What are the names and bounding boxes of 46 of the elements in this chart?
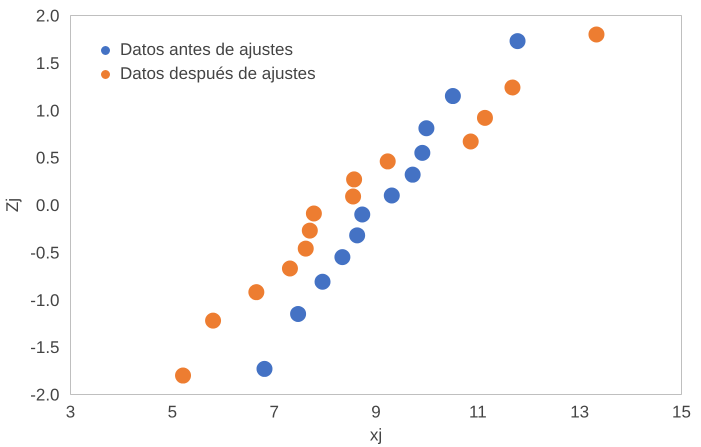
point [302,222,318,239]
point [314,274,331,290]
point [346,171,362,188]
point [282,260,298,276]
y-axis-title: Zj [3,198,22,212]
y-tick-label: -0.5 [30,243,60,262]
x-tick-label: 9 [371,402,381,422]
point [256,360,272,377]
y-tick-label: 0.0 [36,196,60,215]
point [290,306,306,322]
point [306,206,322,222]
point [354,206,370,222]
y-tick-label: 2.0 [36,6,60,26]
x-tick-label: 7 [269,402,279,422]
x-tick-label: 15 [672,402,691,422]
x-tick-label: 11 [469,402,487,422]
y-tick-label: 1.0 [36,101,60,120]
legend-label: Datos después de ajustes [120,64,316,84]
y-tick-label: -1.0 [30,290,60,310]
y-tick-label: -2.0 [30,386,60,404]
point [404,166,421,183]
point [349,227,366,244]
point [248,284,264,300]
point [476,110,493,126]
point [298,240,314,257]
x-tick-label: 3 [66,402,76,422]
point [504,80,520,96]
point [510,33,526,50]
point [414,144,430,161]
point [334,249,350,266]
point [175,368,192,384]
point [588,26,604,42]
legend-label: Datos antes de ajustes [120,40,293,60]
x-tick-label: 5 [168,402,178,422]
point [205,312,222,329]
point [380,153,396,170]
point [345,188,362,204]
y-tick-label: 1.5 [36,54,60,73]
point [384,188,400,204]
x-axis-title: xj [370,426,382,444]
y-tick-label: -1.5 [30,338,60,358]
y-tick-label: 0.5 [36,148,60,168]
point [462,134,479,150]
x-tick-label: 13 [570,402,590,422]
point [444,88,461,104]
point [418,120,434,136]
